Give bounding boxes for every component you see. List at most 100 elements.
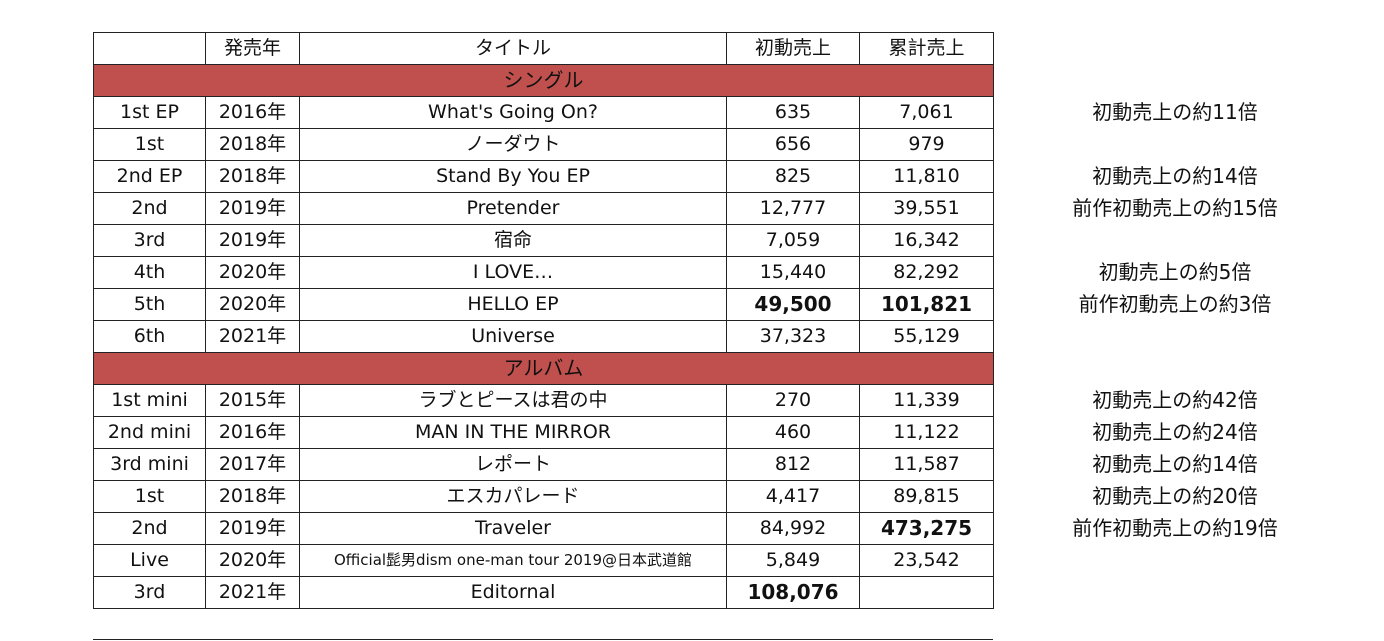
release-type: 2nd EP [93, 160, 206, 193]
table-row: 5th 2020年 HELLO EP 49,500 101,821 [93, 288, 994, 321]
section-label-albums: アルバム [93, 352, 994, 385]
first-week-sales: 5,849 [726, 544, 860, 577]
release-year: 2016年 [205, 96, 300, 129]
note-albums-0: 初動売上の約42倍 [1092, 388, 1258, 412]
note-singles-6: 前作初動売上の約3倍 [1078, 292, 1272, 316]
table-row: 3rd 2021年 Editornal 108,076 [93, 576, 994, 609]
release-type: 1st EP [93, 96, 206, 129]
table-row: 6th 2021年 Universe 37,323 55,129 [93, 320, 994, 353]
table-row: 1st 2018年 エスカパレード 4,417 89,815 [93, 480, 994, 513]
release-year: 2019年 [205, 512, 300, 545]
release-type: 1st mini [93, 384, 206, 417]
release-title: What's Going On? [299, 96, 727, 129]
release-title: MAN IN THE MIRROR [299, 416, 727, 449]
cumulative-sales: 11,587 [859, 448, 994, 481]
header-year: 発売年 [205, 32, 300, 65]
table-row: 2nd mini 2016年 MAN IN THE MIRROR 460 11,… [93, 416, 994, 449]
release-year: 2019年 [205, 224, 300, 257]
divider [93, 639, 993, 640]
first-week-sales: 84,992 [726, 512, 860, 545]
release-title: Pretender [299, 192, 727, 225]
table-row: 1st mini 2015年 ラブとピースは君の中 270 11,339 [93, 384, 994, 417]
note-albums-1: 初動売上の約24倍 [1092, 420, 1258, 444]
table-row: 4th 2020年 I LOVE… 15,440 82,292 [93, 256, 994, 289]
cumulative-sales: 11,339 [859, 384, 994, 417]
table-row: 3rd mini 2017年 レポート 812 11,587 [93, 448, 994, 481]
cumulative-sales: 55,129 [859, 320, 994, 353]
cumulative-sales: 11,810 [859, 160, 994, 193]
cumulative-sales: 979 [859, 128, 994, 161]
cumulative-sales: 39,551 [859, 192, 994, 225]
release-title: ノーダウト [299, 128, 727, 161]
release-year: 2019年 [205, 192, 300, 225]
table-row: Live 2020年 Official髭男dism one-man tour 2… [93, 544, 994, 577]
release-year: 2020年 [205, 288, 300, 321]
first-week-sales: 656 [726, 128, 860, 161]
release-title: I LOVE… [299, 256, 727, 289]
note-singles-0: 初動売上の約11倍 [1092, 100, 1258, 124]
release-type: 3rd [93, 224, 206, 257]
cumulative-sales: 89,815 [859, 480, 994, 513]
release-type: 5th [93, 288, 206, 321]
cumulative-sales: 7,061 [859, 96, 994, 129]
cumulative-sales: 473,275 [859, 512, 994, 545]
release-title: レポート [299, 448, 727, 481]
cumulative-sales: 11,122 [859, 416, 994, 449]
release-type: Live [93, 544, 206, 577]
release-type: 1st [93, 128, 206, 161]
header-row: 発売年 タイトル 初動売上 累計売上 [93, 32, 994, 65]
release-year: 2021年 [205, 320, 300, 353]
release-year: 2021年 [205, 576, 300, 609]
first-week-sales: 635 [726, 96, 860, 129]
release-year: 2016年 [205, 416, 300, 449]
first-week-sales: 108,076 [726, 576, 860, 609]
note-albums-4: 前作初動売上の約19倍 [1072, 516, 1278, 540]
release-title: Universe [299, 320, 727, 353]
release-type: 2nd [93, 512, 206, 545]
release-title: Editornal [299, 576, 727, 609]
release-year: 2018年 [205, 480, 300, 513]
release-type: 6th [93, 320, 206, 353]
header-first-week-sales: 初動売上 [726, 32, 860, 65]
first-week-sales: 15,440 [726, 256, 860, 289]
release-year: 2018年 [205, 160, 300, 193]
table-row: 3rd 2019年 宿命 7,059 16,342 [93, 224, 994, 257]
table-row: 2nd 2019年 Traveler 84,992 473,275 [93, 512, 994, 545]
release-type: 2nd [93, 192, 206, 225]
cumulative-sales: 82,292 [859, 256, 994, 289]
sales-table: 発売年 タイトル 初動売上 累計売上 シングル 1st EP 2016年 Wha… [93, 32, 994, 609]
section-row-albums: アルバム [93, 352, 994, 385]
cumulative-sales [859, 576, 994, 609]
header-cumulative-sales: 累計売上 [859, 32, 994, 65]
cumulative-sales: 101,821 [859, 288, 994, 321]
release-title: Traveler [299, 512, 727, 545]
cumulative-sales: 16,342 [859, 224, 994, 257]
table-row: 1st 2018年 ノーダウト 656 979 [93, 128, 994, 161]
first-week-sales: 825 [726, 160, 860, 193]
note-singles-3: 前作初動売上の約15倍 [1072, 196, 1278, 220]
release-type: 1st [93, 480, 206, 513]
release-year: 2017年 [205, 448, 300, 481]
release-year: 2020年 [205, 544, 300, 577]
first-week-sales: 7,059 [726, 224, 860, 257]
header-type [93, 32, 206, 65]
first-week-sales: 12,777 [726, 192, 860, 225]
release-title: ラブとピースは君の中 [299, 384, 727, 417]
note-albums-2: 初動売上の約14倍 [1092, 452, 1258, 476]
release-title: HELLO EP [299, 288, 727, 321]
release-year: 2015年 [205, 384, 300, 417]
release-title: エスカパレード [299, 480, 727, 513]
header-title: タイトル [299, 32, 727, 65]
first-week-sales: 37,323 [726, 320, 860, 353]
release-year: 2020年 [205, 256, 300, 289]
release-title: Official髭男dism one-man tour 2019@日本武道館 [299, 544, 727, 577]
release-title: Stand By You EP [299, 160, 727, 193]
first-week-sales: 4,417 [726, 480, 860, 513]
cumulative-sales: 23,542 [859, 544, 994, 577]
section-label-singles: シングル [93, 64, 994, 97]
release-type: 2nd mini [93, 416, 206, 449]
release-type: 4th [93, 256, 206, 289]
release-title: 宿命 [299, 224, 727, 257]
note-singles-5: 初動売上の約5倍 [1098, 260, 1252, 284]
note-singles-2: 初動売上の約14倍 [1092, 164, 1258, 188]
